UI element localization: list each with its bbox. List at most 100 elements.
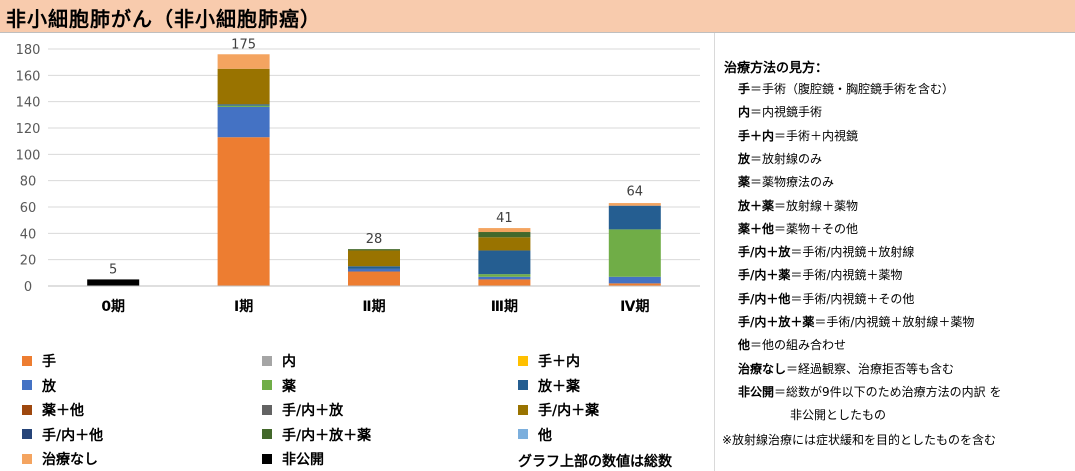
y-tick-label: 80: [20, 175, 37, 190]
legend-swatch: [262, 429, 272, 439]
guide-item: 放＋薬＝放射線＋薬物: [738, 197, 858, 214]
y-tick-label: 160: [16, 69, 41, 84]
bar-segment: [478, 276, 531, 280]
guide-desc: ＝手術/内視鏡＋薬物: [790, 268, 903, 283]
guide-term: 他: [738, 338, 751, 353]
legend-item: 手/内＋放: [262, 400, 343, 420]
bar-segment: [608, 276, 661, 284]
bar-segment: [348, 266, 400, 269]
treatment-guide: 治療方法の見方： ※放射線治療には症状緩和を目的としたものを含む 手＝手術（腹腔…: [716, 33, 1075, 471]
legend-swatch: [518, 380, 528, 390]
y-tick-label: 140: [16, 96, 41, 111]
guide-item: 放＝放射線のみ: [738, 150, 822, 167]
chart-panel: 0 20 40 60 80 100 120 140 160 180 5 0期 175 Ⅰ期 28 Ⅱ期 41 Ⅲ期…: [0, 33, 715, 471]
guide-term: 手: [738, 82, 751, 96]
guide-item: 手＋内＝手術＋内視鏡: [738, 127, 858, 144]
total-label: 5: [109, 262, 117, 277]
y-tick-label: 100: [16, 148, 41, 163]
bar-segment: [478, 228, 531, 233]
guide-term: 手＋内: [738, 128, 775, 143]
guide-desc: ＝手術/内視鏡＋放射線: [790, 245, 915, 260]
guide-desc: 非公開としたもの: [790, 408, 887, 423]
x-tick-label: Ⅲ期: [491, 299, 518, 315]
guide-item: 非公開＝総数が9件以下のため治療方法の内訳 を: [738, 383, 1001, 400]
legend-label: 放＋薬: [538, 378, 580, 395]
legend-label: 手/内＋放＋薬: [282, 427, 372, 444]
legend-item: 手/内＋薬: [518, 400, 599, 420]
legend-swatch: [262, 355, 272, 366]
guide-desc: ＝他の組み合わせ: [750, 338, 847, 353]
guide-desc: ＝手術＋内視鏡: [774, 128, 859, 143]
guide-desc: ＝手術（腹腔鏡・胸腔鏡手術を含む）: [750, 82, 955, 96]
bar-segment: [217, 104, 270, 106]
page-title: 非小細胞肺がん（非小細胞肺癌）: [6, 7, 321, 31]
bar-segment: [478, 232, 531, 238]
guide-term: 手/内＋薬: [738, 268, 791, 283]
total-label: 41: [496, 211, 513, 226]
guide-term: 放: [738, 151, 751, 166]
x-tick-label: 0期: [101, 299, 125, 315]
legend-swatch: [262, 453, 272, 464]
bar-segment: [87, 279, 140, 286]
guide-term: 手/内＋他: [738, 291, 791, 306]
guide-item: 手/内＋他＝手術/内視鏡＋その他: [738, 290, 914, 307]
legend-swatch: [22, 453, 32, 464]
guide-item: 治療なし＝経過観察、治療拒否等も含む: [738, 360, 954, 377]
legend-label: 非公開: [282, 452, 324, 468]
guide-term: 手/内＋放: [738, 245, 791, 260]
legend-swatch: [22, 429, 32, 439]
guide-item: 他＝他の組み合わせ: [738, 336, 846, 353]
legend-item: 手/内＋他: [22, 425, 103, 445]
title-bar: 非小細胞肺がん（非小細胞肺癌）: [0, 0, 1075, 33]
guide-desc: ＝内視鏡手術: [750, 105, 823, 120]
legend-swatch: [518, 429, 528, 439]
legend-item: 手: [22, 351, 56, 371]
guide-desc: ＝放射線のみ: [750, 151, 823, 166]
legend-swatch: [518, 404, 528, 415]
legend-label: 放: [42, 378, 56, 395]
guide-item: 薬＝薬物療法のみ: [738, 173, 834, 190]
bar-segment: [217, 54, 270, 69]
bar-segment: [348, 271, 400, 286]
legend-label: 薬: [282, 378, 296, 395]
total-label: 28: [366, 232, 383, 247]
guide-heading: 治療方法の見方：: [724, 61, 829, 76]
total-label: 64: [627, 185, 644, 200]
legend-label: 治療なし: [42, 452, 98, 468]
bar-segment: [608, 205, 661, 230]
guide-item: 手/内＋薬＝手術/内視鏡＋薬物: [738, 266, 902, 283]
legend-item: 薬: [262, 376, 296, 396]
guide-item: 非公開としたもの: [790, 406, 886, 423]
guide-item: 手/内＋放＋薬＝手術/内視鏡＋放射線＋薬物: [738, 313, 974, 330]
legend-swatch: [262, 404, 272, 415]
legend-label: 薬＋他: [42, 403, 84, 419]
legend-item: 手＋内: [518, 351, 580, 371]
guide-item: 手＝手術（腹腔鏡・胸腔鏡手術を含む）: [738, 80, 954, 97]
y-tick-label: 20: [20, 254, 37, 269]
legend-note: グラフ上部の数値は総数: [518, 454, 672, 470]
guide-desc: ＝放射線＋薬物: [774, 198, 859, 213]
y-tick-label: 120: [16, 122, 41, 137]
guide-desc: ＝経過観察、治療拒否等も含む: [786, 361, 955, 376]
guide-desc: ＝手術/内視鏡＋放射線＋薬物: [814, 315, 975, 329]
legend-label: 他: [538, 427, 552, 444]
legend-label: 手/内＋放: [282, 403, 344, 419]
guide-term: 非公開: [738, 384, 775, 399]
legend-swatch: [262, 380, 272, 390]
legend-item: 薬＋他: [22, 400, 84, 420]
legend-label: 手/内＋薬: [538, 403, 600, 419]
total-label: 175: [231, 37, 256, 52]
bar-segment: [608, 229, 661, 277]
guide-desc: ＝総数が9件以下のため治療方法の内訳 を: [774, 384, 1002, 399]
legend-item: 手/内＋放＋薬: [262, 425, 371, 445]
bar-segment: [348, 250, 400, 267]
y-tick-label: 40: [20, 227, 37, 242]
guide-item: 内＝内視鏡手術: [738, 103, 822, 120]
guide-desc: ＝手術/内視鏡＋その他: [790, 291, 915, 306]
guide-desc: ＝薬物療法のみ: [750, 175, 835, 190]
guide-term: 内: [738, 105, 751, 120]
legend-item: 治療なし: [22, 449, 98, 469]
legend-swatch: [22, 355, 32, 366]
y-tick-label: 0: [24, 280, 32, 295]
legend-swatch: [22, 380, 32, 390]
